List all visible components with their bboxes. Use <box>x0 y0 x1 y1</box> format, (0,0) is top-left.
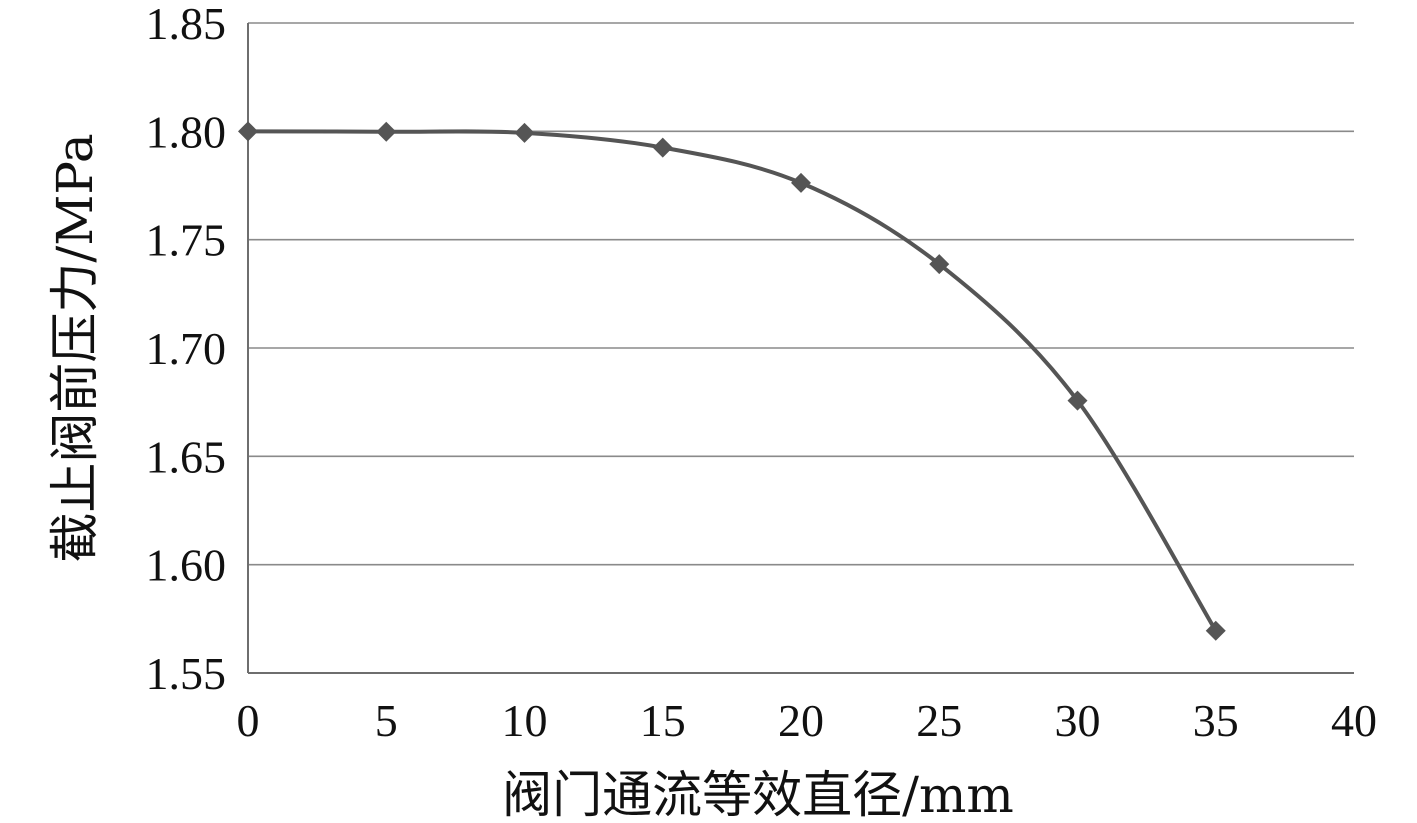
x-tick-label: 20 <box>778 695 824 746</box>
x-tick-label: 30 <box>1055 695 1101 746</box>
x-tick-label: 0 <box>237 695 260 746</box>
y-tick-label: 1.70 <box>146 323 227 374</box>
data-point-marker <box>238 121 258 142</box>
y-tick-label: 1.85 <box>146 0 227 49</box>
data-point-marker <box>1205 620 1226 641</box>
x-tick-label: 35 <box>1193 695 1239 746</box>
y-axis-title: 截止阀前压力/MPa <box>46 133 104 562</box>
y-tick-labels: 1.85 1.80 1.75 1.70 1.65 1.60 1.55 <box>146 0 227 699</box>
data-point-marker <box>514 122 535 143</box>
x-tick-label: 25 <box>916 695 962 746</box>
y-tick-label: 1.55 <box>146 648 227 699</box>
x-tick-label: 15 <box>640 695 686 746</box>
data-point-marker <box>376 121 397 142</box>
y-tick-label: 1.65 <box>146 431 227 482</box>
data-point-marker <box>652 137 673 158</box>
x-tick-labels: 0 5 10 15 20 25 30 35 40 <box>237 695 1378 746</box>
x-tick-label: 5 <box>375 695 398 746</box>
series-layer <box>238 121 1226 641</box>
y-tick-label: 1.80 <box>146 106 227 157</box>
y-tick-label: 1.75 <box>146 215 227 266</box>
data-point-marker <box>791 172 811 193</box>
gridlines <box>248 22 1354 566</box>
data-point-marker <box>929 254 950 275</box>
data-point-marker <box>1067 390 1088 411</box>
y-tick-label: 1.60 <box>146 540 227 591</box>
x-axis-title: 阀门通流等效直径/mm <box>502 766 1014 823</box>
x-tick-label: 10 <box>502 695 548 746</box>
x-tick-label: 40 <box>1331 695 1377 746</box>
series-line <box>246 129 1218 633</box>
